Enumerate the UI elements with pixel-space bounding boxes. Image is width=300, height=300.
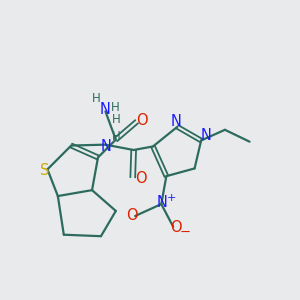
Text: N: N: [170, 114, 181, 129]
Text: S: S: [40, 163, 49, 178]
Text: −: −: [180, 226, 191, 239]
Text: N: N: [100, 102, 111, 117]
Text: +: +: [167, 193, 176, 202]
Text: O: O: [170, 220, 182, 235]
Text: O: O: [135, 171, 147, 186]
Text: N: N: [201, 128, 212, 142]
Text: O: O: [126, 208, 137, 224]
Text: H: H: [92, 92, 101, 105]
Text: N: N: [101, 139, 112, 154]
Text: N: N: [157, 195, 167, 210]
Text: O: O: [136, 113, 148, 128]
Text: H: H: [112, 130, 121, 143]
Text: H: H: [111, 101, 119, 114]
Text: H: H: [112, 113, 121, 126]
